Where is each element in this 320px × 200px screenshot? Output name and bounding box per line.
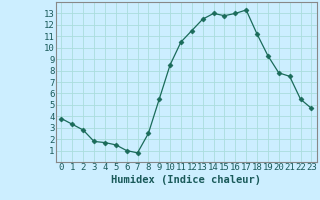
X-axis label: Humidex (Indice chaleur): Humidex (Indice chaleur) <box>111 175 261 185</box>
